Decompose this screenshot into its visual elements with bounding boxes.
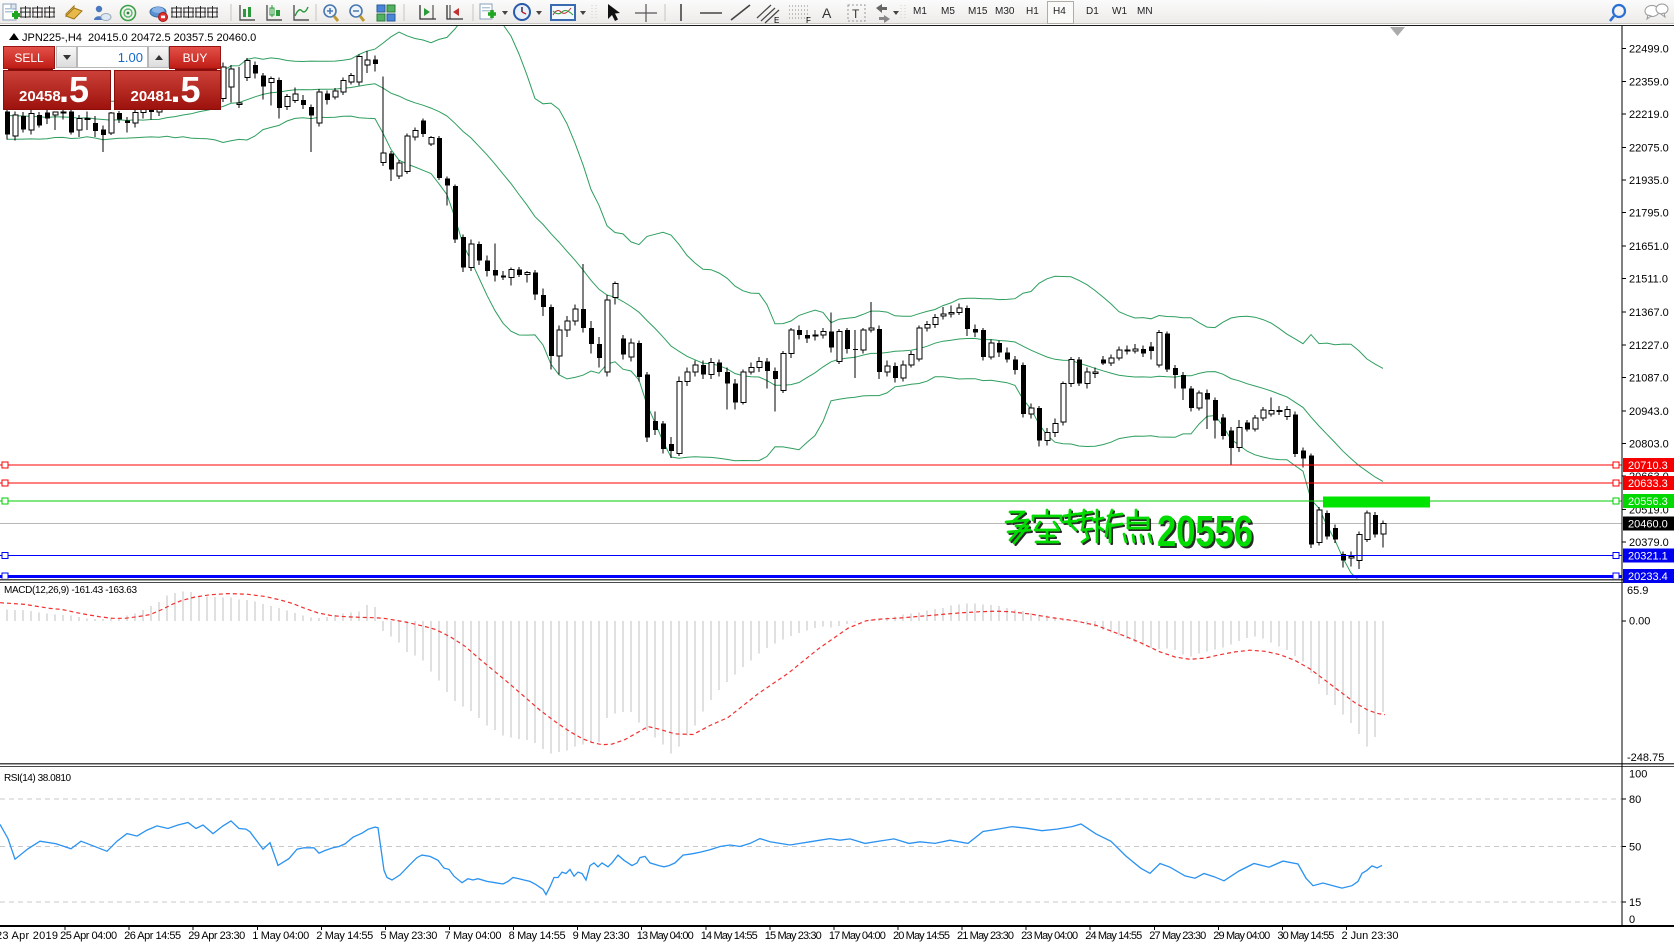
svg-text:20556: 20556: [1157, 507, 1253, 556]
svg-text:JPN225-,H4 20415.0 20472.5 20: JPN225-,H4 20415.0 20472.5 20357.5 20460…: [22, 32, 256, 44]
svg-text:21511.0: 21511.0: [1629, 274, 1668, 286]
svg-text:29 Apr 23:30: 29 Apr 23:30: [188, 930, 245, 942]
svg-text:80: 80: [1629, 794, 1641, 806]
svg-text:15 May 23:30: 15 May 23:30: [765, 930, 822, 942]
svg-text:24 May 14:55: 24 May 14:55: [1085, 930, 1142, 942]
svg-text:T: T: [852, 7, 860, 21]
svg-text:21367.0: 21367.0: [1629, 307, 1669, 319]
svg-text:21651.0: 21651.0: [1629, 241, 1669, 253]
svg-text:15: 15: [1629, 897, 1641, 909]
svg-text:22219.0: 22219.0: [1629, 109, 1669, 121]
svg-text:22359.0: 22359.0: [1629, 76, 1669, 88]
svg-text:17 May 04:00: 17 May 04:00: [829, 930, 886, 942]
svg-text:65.9: 65.9: [1627, 585, 1648, 597]
svg-text:30 May 14:55: 30 May 14:55: [1277, 930, 1334, 942]
svg-text:20233.4: 20233.4: [1628, 571, 1668, 583]
svg-text:23 Apr 2019: 23 Apr 2019: [0, 930, 58, 942]
svg-text:25 Apr 04:00: 25 Apr 04:00: [60, 930, 117, 942]
svg-text:RSI(14) 38.0810: RSI(14) 38.0810: [4, 773, 71, 784]
svg-text:5 May 23:30: 5 May 23:30: [380, 930, 437, 942]
svg-text:20556.3: 20556.3: [1628, 496, 1668, 508]
svg-text:21087.0: 21087.0: [1629, 372, 1669, 384]
svg-text:20556: 20556: [1159, 509, 1255, 558]
svg-text:8 May 14:55: 8 May 14:55: [509, 930, 566, 942]
svg-text:100: 100: [1629, 769, 1647, 781]
svg-text:20803.0: 20803.0: [1629, 439, 1669, 451]
svg-text:50: 50: [1629, 842, 1641, 854]
svg-text:14 May 14:55: 14 May 14:55: [701, 930, 758, 942]
svg-text:29 May 04:00: 29 May 04:00: [1213, 930, 1270, 942]
svg-text:9 May 23:30: 9 May 23:30: [573, 930, 630, 942]
svg-text:26 Apr 14:55: 26 Apr 14:55: [124, 930, 181, 942]
svg-text:27 May 23:30: 27 May 23:30: [1149, 930, 1206, 942]
svg-text:20460.0: 20460.0: [1628, 518, 1668, 530]
svg-text:2 Jun 23:30: 2 Jun 23:30: [1342, 930, 1399, 942]
svg-text:20710.3: 20710.3: [1628, 460, 1668, 472]
svg-text:21795.0: 21795.0: [1629, 208, 1669, 220]
svg-text:20 May 14:55: 20 May 14:55: [893, 930, 950, 942]
svg-text:MACD(12,26,9) -161.43 -163.63: MACD(12,26,9) -161.43 -163.63: [4, 585, 137, 596]
svg-text:7 May 04:00: 7 May 04:00: [445, 930, 502, 942]
svg-text:0: 0: [1629, 914, 1635, 926]
svg-text:A: A: [822, 5, 832, 21]
svg-text:F: F: [806, 16, 811, 25]
svg-text:1 May 04:00: 1 May 04:00: [252, 930, 309, 942]
svg-text:-248.75: -248.75: [1627, 752, 1664, 764]
svg-text:20379.0: 20379.0: [1629, 537, 1669, 549]
svg-text:E: E: [774, 16, 779, 25]
svg-text:13 May 04:00: 13 May 04:00: [637, 930, 694, 942]
svg-text:22499.0: 22499.0: [1629, 44, 1669, 56]
svg-text:21935.0: 21935.0: [1629, 175, 1669, 187]
svg-text:2 May 14:55: 2 May 14:55: [316, 930, 373, 942]
svg-text:22075.0: 22075.0: [1629, 142, 1669, 154]
svg-text:20943.0: 20943.0: [1629, 406, 1669, 418]
svg-text:21227.0: 21227.0: [1629, 340, 1669, 352]
svg-text:20633.3: 20633.3: [1628, 478, 1668, 490]
svg-text:23 May 04:00: 23 May 04:00: [1021, 930, 1078, 942]
svg-text:20321.1: 20321.1: [1628, 551, 1668, 563]
svg-text:0.00: 0.00: [1629, 615, 1650, 627]
svg-text:21 May 23:30: 21 May 23:30: [957, 930, 1014, 942]
